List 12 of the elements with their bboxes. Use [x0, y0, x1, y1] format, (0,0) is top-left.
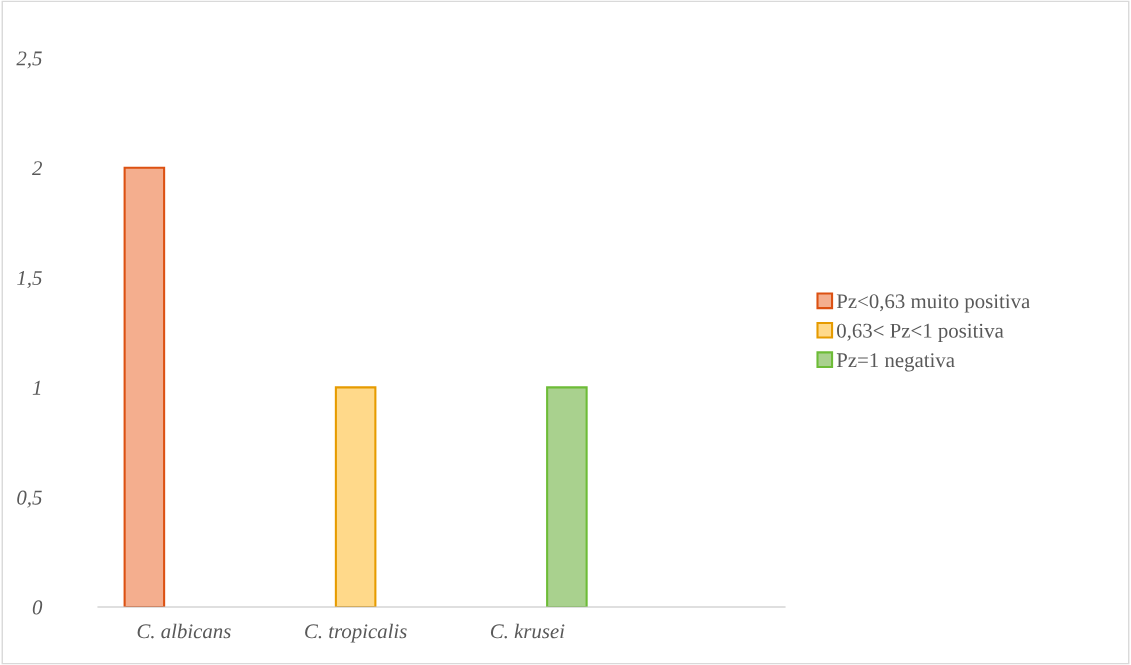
x-tick-label: C. krusei	[490, 623, 565, 639]
y-tick-label: 2	[32, 161, 42, 176]
y-tick-label: 2,5	[16, 51, 42, 69]
y-tick-label: 1,5	[17, 271, 42, 289]
y-tick-label: 0,5	[17, 490, 42, 508]
x-tick-label: C. albicans	[137, 623, 231, 639]
legend-label: Pz=1 negativa	[836, 353, 955, 372]
y-tick-label: 1	[32, 380, 41, 395]
legend-label: Pz<0,63 muito positiva	[836, 294, 1030, 313]
y-tick-label: 0	[32, 600, 43, 615]
legend-label: 0,63< Pz<1 positiva	[837, 323, 1004, 342]
x-tick-label: C. tropicalis	[305, 623, 407, 643]
